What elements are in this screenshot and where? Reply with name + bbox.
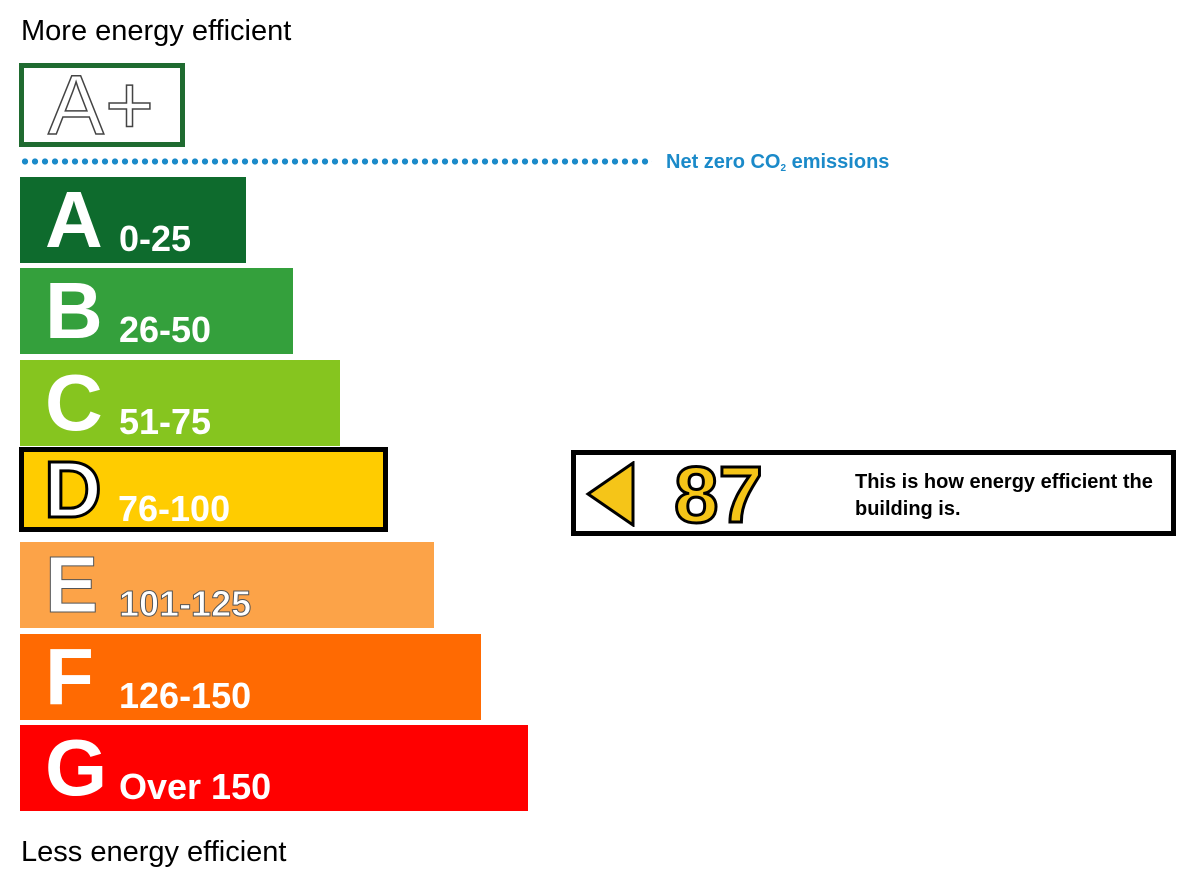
current-rating-box: 87 This is how energy efficient the buil… — [571, 450, 1176, 539]
band-range: 126-150 — [119, 675, 252, 716]
band-letter: A — [45, 175, 103, 264]
band-range: 0-25 — [119, 218, 192, 259]
rating-pointer-shape — [585, 461, 635, 527]
band-letter: G — [45, 723, 108, 812]
band-letter: B — [45, 266, 103, 355]
band-range: 26-50 — [119, 309, 212, 350]
band-c: C 51-75 — [20, 360, 340, 446]
net-zero-dotted-line — [20, 158, 652, 165]
band-a: A 0-25 — [20, 177, 246, 263]
band-letter: F — [45, 632, 94, 721]
net-zero-label: Net zero CO2 emissions — [666, 150, 889, 181]
a-plus-label: A+ — [47, 58, 156, 152]
rating-pointer-arrow-icon — [585, 461, 635, 527]
band-letter: D — [43, 445, 104, 534]
net-zero-label-suffix: emissions — [786, 151, 890, 173]
net-zero-label-subscript: 2 — [780, 163, 787, 174]
band-f: F 126-150 — [20, 634, 481, 720]
band-range: Over 150 — [119, 766, 272, 807]
band-letter: C — [45, 358, 103, 447]
band-d: D 76-100 — [19, 445, 388, 534]
band-range: 76-100 — [118, 488, 231, 529]
a-plus-band: A+ — [19, 58, 185, 152]
band-g: G Over 150 — [20, 725, 528, 811]
band-e: E 101-125 — [20, 540, 434, 629]
band-range: 101-125 — [118, 583, 252, 624]
more-efficient-caption: More energy efficient — [21, 15, 292, 47]
current-rating-caption: This is how energy efficient the buildin… — [855, 471, 1153, 520]
less-efficient-caption: Less energy efficient — [21, 836, 287, 868]
band-range: 51-75 — [119, 401, 212, 442]
current-rating-value: 87 — [673, 450, 765, 539]
band-b: B 26-50 — [20, 268, 293, 354]
net-zero-label-prefix: Net zero CO — [666, 151, 781, 173]
band-letter: E — [44, 540, 99, 629]
